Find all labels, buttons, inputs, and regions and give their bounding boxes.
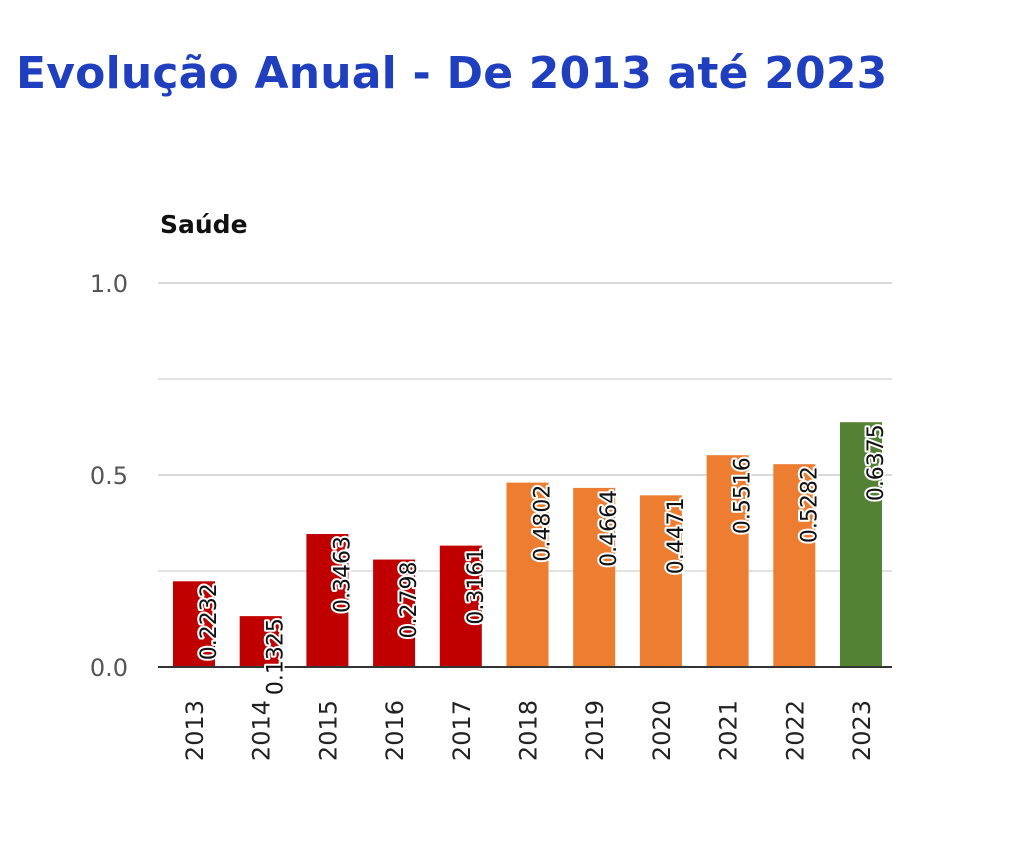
x-tick-label: 2014 <box>248 700 276 761</box>
y-axis-ticks: 0.0 0.5 1.0 <box>90 270 128 682</box>
bar-2018 <box>506 482 549 667</box>
data-label: 0.2232 <box>197 583 222 660</box>
x-tick-label: 2013 <box>181 700 209 761</box>
data-label: 0.1325 <box>264 618 289 695</box>
bar-2022 <box>773 464 816 667</box>
data-label: 0.2798 <box>397 562 422 639</box>
y-tick-label: 0.5 <box>90 462 128 490</box>
x-tick-label: 2018 <box>515 700 543 761</box>
bar-2014 <box>239 616 282 667</box>
data-label: 0.4664 <box>597 490 622 567</box>
data-label: 0.6375 <box>864 424 889 501</box>
data-label: 0.3161 <box>464 548 489 625</box>
x-tick-label: 2021 <box>715 700 743 761</box>
bar-2016 <box>373 559 416 667</box>
x-tick-label: 2020 <box>648 700 676 761</box>
data-label: 0.5282 <box>797 466 822 543</box>
chart-title: Saúde <box>160 210 248 239</box>
x-tick-label: 2023 <box>848 700 876 761</box>
x-tick-label: 2019 <box>581 700 609 761</box>
page-title: Evolução Anual - De 2013 até 2023 <box>16 48 888 99</box>
x-tick-label: 2015 <box>314 700 342 761</box>
bars <box>173 422 882 667</box>
data-label: 0.3463 <box>330 536 355 613</box>
data-label: 0.4471 <box>664 497 689 574</box>
x-tick-label: 2022 <box>781 700 809 761</box>
bar-2021 <box>706 455 749 667</box>
x-tick-label: 2016 <box>381 700 409 761</box>
y-tick-label: 1.0 <box>90 270 128 298</box>
bar-2017 <box>439 545 482 667</box>
y-tick-label: 0.0 <box>90 654 128 682</box>
x-tick-label: 2017 <box>448 700 476 761</box>
x-axis-ticks: 2013 2014 2015 2016 2017 2018 2019 2020 2021 2022… <box>181 700 876 761</box>
data-labels: 0.2232 0.1325 0.3463 0.2798 0.3161 0.4802 0.46… <box>195 422 891 697</box>
grid-lines <box>158 282 892 572</box>
data-label: 0.4802 <box>531 485 556 562</box>
bar-2023 <box>840 422 882 667</box>
bar-2013 <box>173 581 215 667</box>
bar-2015 <box>306 534 349 667</box>
bar-2020 <box>639 495 682 667</box>
bar-2019 <box>573 487 616 667</box>
data-label: 0.5516 <box>731 457 756 534</box>
